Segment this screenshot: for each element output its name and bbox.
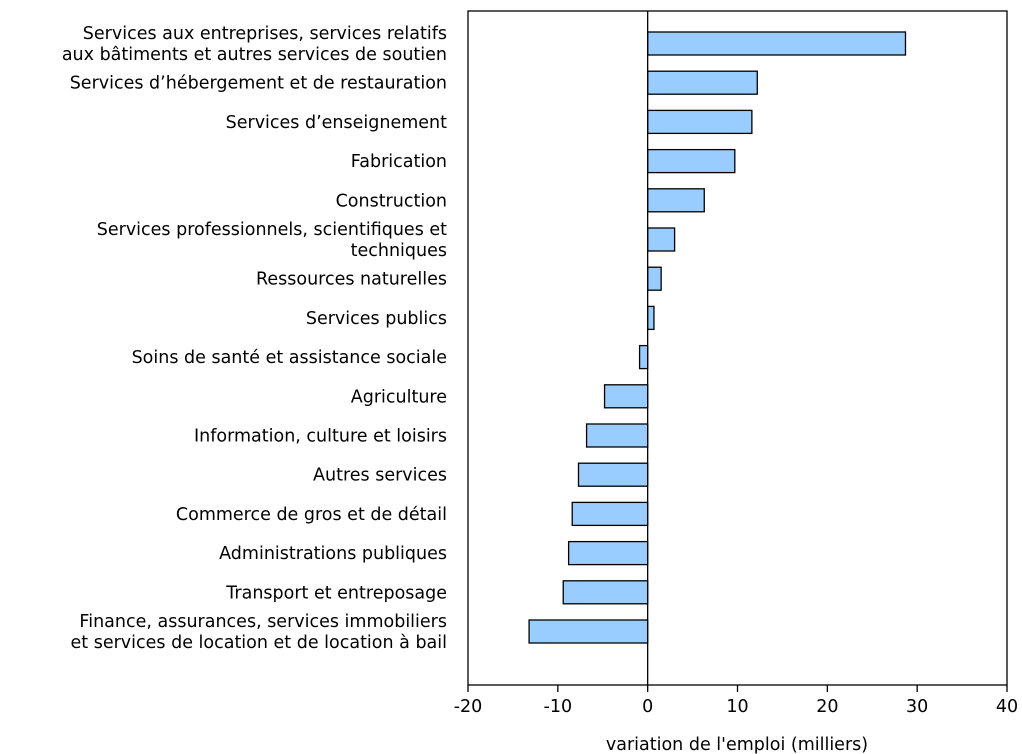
category-label: Services aux entreprises, services relat…	[62, 24, 447, 65]
x-tick-label: -10	[544, 697, 573, 717]
category-label: Ressources naturelles	[256, 270, 447, 290]
bar	[647, 70, 758, 95]
category-label: Services professionnels, scientifiques e…	[97, 220, 447, 261]
category-label: Agriculture	[351, 387, 447, 407]
x-tick-label: 40	[996, 697, 1018, 717]
bar	[647, 227, 676, 252]
bars	[528, 31, 907, 644]
category-label: Services publics	[306, 309, 447, 329]
category-label: Information, culture et loisirs	[194, 427, 447, 447]
bar	[577, 462, 649, 487]
category-label: Autres services	[313, 466, 447, 486]
bar	[562, 580, 649, 605]
x-tick-label: 30	[906, 697, 928, 717]
x-tick-label: 20	[816, 697, 838, 717]
bar	[638, 344, 649, 370]
category-label: Fabrication	[351, 152, 447, 172]
category-label: Transport et entreposage	[225, 583, 447, 603]
category-labels: Services aux entreprises, services relat…	[62, 24, 447, 653]
category-label: Services d’enseignement	[226, 113, 448, 133]
bar	[603, 384, 649, 409]
bar	[647, 148, 736, 174]
category-label: Commerce de gros et de détail	[176, 505, 447, 525]
x-tick-label: -20	[454, 697, 483, 717]
bar	[571, 501, 649, 527]
category-label: Services d’hébergement et de restauratio…	[70, 74, 447, 94]
bar	[647, 266, 662, 291]
bar	[647, 31, 907, 56]
bar	[647, 188, 705, 213]
bar	[567, 540, 649, 566]
bar	[647, 109, 753, 135]
x-tick-label: 0	[642, 697, 653, 717]
x-axis: -20 -10 0 10 20 30 40	[454, 685, 1018, 717]
category-label: Finance, assurances, services immobilier…	[71, 612, 447, 653]
x-tick-label: 10	[726, 697, 748, 717]
category-label: Administrations publiques	[219, 544, 447, 564]
category-label: Soins de santé et assistance sociale	[132, 348, 447, 368]
category-label: Construction	[336, 191, 447, 211]
x-axis-title: variation de l'emploi (milliers)	[606, 735, 868, 754]
bar	[528, 619, 649, 644]
bar	[647, 305, 655, 331]
bar	[585, 423, 649, 448]
